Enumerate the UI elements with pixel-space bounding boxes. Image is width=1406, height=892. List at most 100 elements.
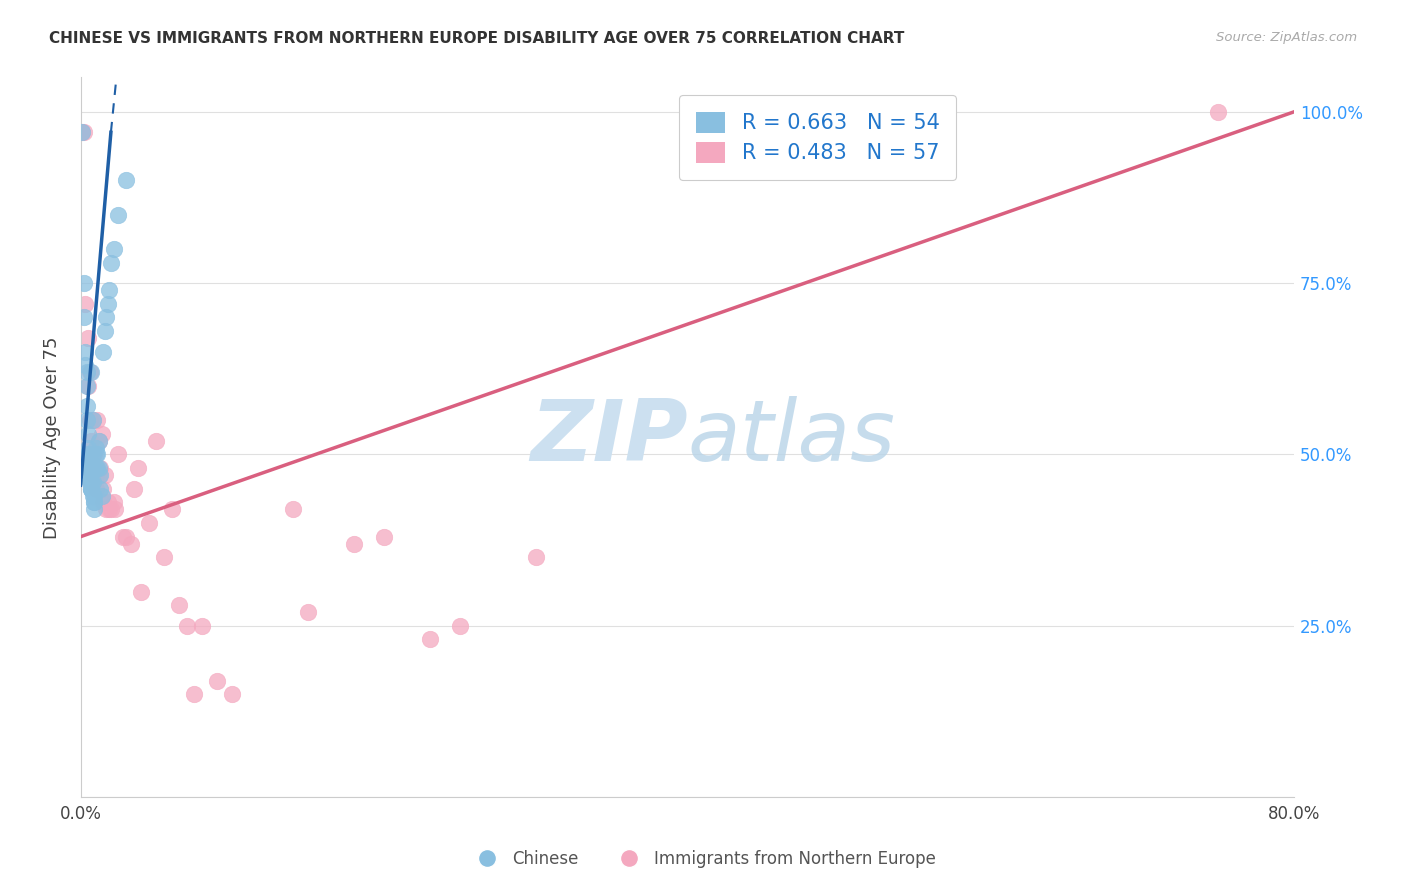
Point <box>79 468 101 483</box>
Point <box>83 495 105 509</box>
Point <box>75 296 97 310</box>
Point <box>100 255 122 269</box>
Point <box>112 530 135 544</box>
Point <box>91 344 114 359</box>
Point <box>281 502 304 516</box>
Point <box>221 687 243 701</box>
Point <box>84 468 107 483</box>
Point <box>72 310 94 325</box>
Point <box>86 413 108 427</box>
Point <box>89 461 111 475</box>
Point <box>98 502 121 516</box>
Point <box>80 365 103 379</box>
Point <box>70 125 93 139</box>
Point <box>80 434 103 448</box>
Point <box>1313 228 1336 243</box>
Point <box>75 344 97 359</box>
Point <box>82 475 104 489</box>
Point <box>76 413 98 427</box>
Point <box>107 208 129 222</box>
Point <box>183 687 205 701</box>
Point <box>138 516 160 530</box>
Point <box>524 550 547 565</box>
Point <box>103 242 125 256</box>
Point <box>79 461 101 475</box>
Point <box>79 468 101 483</box>
Point <box>100 502 122 516</box>
Point <box>297 605 319 619</box>
Point <box>75 447 97 461</box>
Point <box>127 461 149 475</box>
Point <box>86 461 108 475</box>
Point <box>449 619 471 633</box>
Point <box>83 447 105 461</box>
Point <box>87 468 110 483</box>
Point <box>76 400 98 414</box>
Point <box>97 495 120 509</box>
Point <box>90 426 112 441</box>
Point <box>94 468 117 483</box>
Text: atlas: atlas <box>688 396 896 479</box>
Point <box>83 502 105 516</box>
Point <box>145 434 167 448</box>
Point <box>153 550 176 565</box>
Point <box>91 482 114 496</box>
Point <box>87 434 110 448</box>
Point <box>76 365 98 379</box>
Point <box>98 283 121 297</box>
Point <box>90 489 112 503</box>
Point <box>115 530 138 544</box>
Point <box>84 447 107 461</box>
Point <box>373 530 395 544</box>
Point <box>80 482 103 496</box>
Point <box>72 125 94 139</box>
Point <box>107 447 129 461</box>
Point <box>205 673 228 688</box>
Point <box>82 489 104 503</box>
Point <box>80 482 103 496</box>
Point <box>87 434 110 448</box>
Point <box>72 276 94 290</box>
Point <box>82 447 104 461</box>
Point <box>77 331 100 345</box>
Point <box>83 495 105 509</box>
Point <box>86 447 108 461</box>
Point <box>83 468 105 483</box>
Point <box>115 173 138 187</box>
Text: ZIP: ZIP <box>530 396 688 479</box>
Point <box>82 413 104 427</box>
Point <box>89 482 111 496</box>
Text: CHINESE VS IMMIGRANTS FROM NORTHERN EUROPE DISABILITY AGE OVER 75 CORRELATION CH: CHINESE VS IMMIGRANTS FROM NORTHERN EURO… <box>49 31 904 46</box>
Text: Source: ZipAtlas.com: Source: ZipAtlas.com <box>1216 31 1357 45</box>
Point <box>80 461 103 475</box>
Point <box>120 536 142 550</box>
Point <box>82 461 104 475</box>
Point <box>76 379 98 393</box>
Point <box>79 454 101 468</box>
Point <box>77 379 100 393</box>
Point <box>75 359 97 373</box>
Point <box>82 413 104 427</box>
Point <box>77 426 100 441</box>
Point <box>122 482 145 496</box>
Point <box>77 454 100 468</box>
Point <box>129 584 152 599</box>
Point <box>343 536 366 550</box>
Point <box>160 502 183 516</box>
Point <box>70 125 93 139</box>
Point <box>94 324 117 338</box>
Point <box>79 475 101 489</box>
Point <box>84 461 107 475</box>
Point <box>96 502 118 516</box>
Point <box>89 468 111 483</box>
Point <box>104 502 127 516</box>
Legend: Chinese, Immigrants from Northern Europe: Chinese, Immigrants from Northern Europe <box>464 844 942 875</box>
Point <box>191 619 214 633</box>
Point <box>167 599 190 613</box>
Point <box>77 441 100 455</box>
Point <box>103 495 125 509</box>
Point <box>87 461 110 475</box>
Point <box>79 454 101 468</box>
Point <box>91 495 114 509</box>
Point <box>1208 104 1230 119</box>
